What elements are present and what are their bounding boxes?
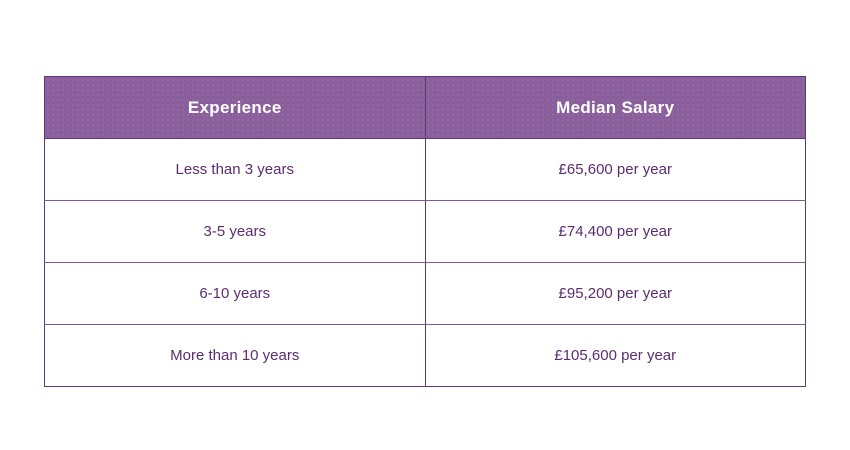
- header-row: Experience Median Salary: [44, 76, 806, 139]
- table-row: 6-10 years £95,200 per year: [44, 262, 806, 325]
- column-header-median-salary: Median Salary: [424, 76, 806, 139]
- salary-table: Experience Median Salary Less than 3 yea…: [44, 76, 806, 387]
- table-row: Less than 3 years £65,600 per year: [44, 138, 806, 201]
- salary-cell: £105,600 per year: [424, 324, 806, 387]
- salary-table-header: Experience Median Salary: [44, 76, 806, 139]
- experience-cell: More than 10 years: [44, 324, 426, 387]
- salary-cell: £65,600 per year: [424, 138, 806, 201]
- salary-cell: £95,200 per year: [424, 262, 806, 325]
- experience-cell: 3-5 years: [44, 200, 426, 263]
- experience-cell: Less than 3 years: [44, 138, 426, 201]
- table-row: 3-5 years £74,400 per year: [44, 200, 806, 263]
- salary-cell: £74,400 per year: [424, 200, 806, 263]
- table-row: More than 10 years £105,600 per year: [44, 324, 806, 387]
- experience-cell: 6-10 years: [44, 262, 426, 325]
- column-header-experience: Experience: [44, 76, 426, 139]
- salary-table-body: Less than 3 years £65,600 per year 3-5 y…: [44, 138, 806, 387]
